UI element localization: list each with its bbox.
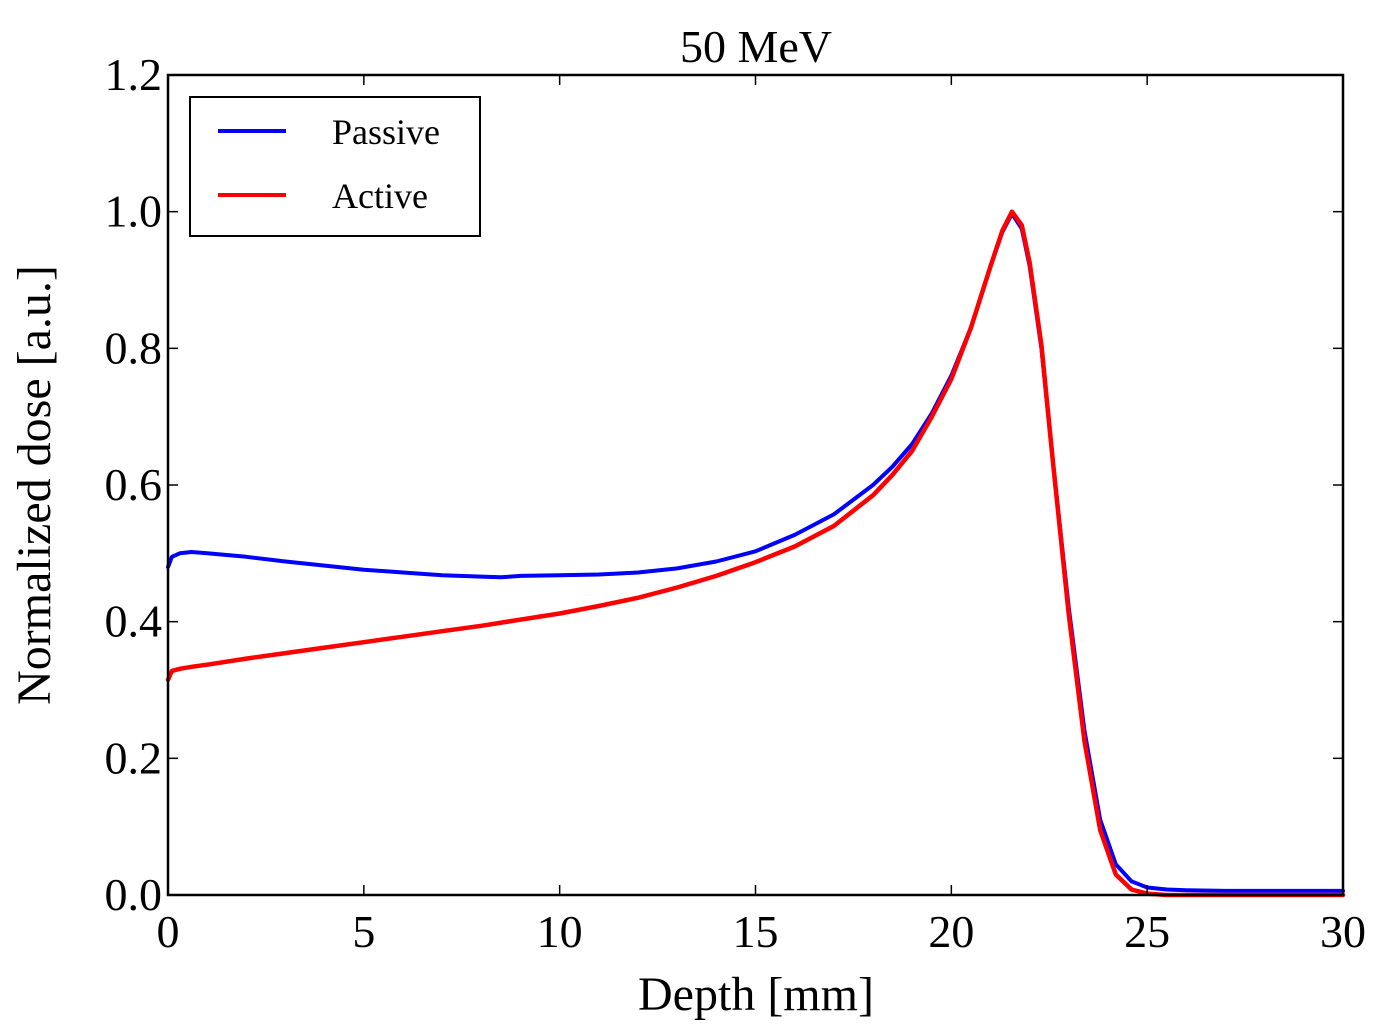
y-tick-label: 0.4	[105, 596, 163, 647]
y-tick-label: 1.2	[105, 49, 163, 100]
x-tick-label: 5	[352, 906, 375, 957]
x-tick-label: 10	[537, 906, 583, 957]
x-axis-label: Depth [mm]	[638, 968, 874, 1021]
x-tick-label: 20	[928, 906, 974, 957]
chart-title: 50 MeV	[680, 21, 832, 72]
x-tick-label: 30	[1320, 906, 1366, 957]
legend-box	[189, 96, 481, 237]
series-line-active	[165, 209, 1346, 898]
legend-label-active: Active	[332, 176, 428, 216]
legend-label-passive: Passive	[332, 112, 440, 152]
x-tick-label: 15	[733, 906, 779, 957]
y-tick-label: 0.8	[105, 322, 163, 373]
y-axis: 0.0 0.2 0.4 0.6 0.8 1.0 1.2	[105, 49, 1343, 920]
x-tick-label: 0	[157, 906, 180, 957]
y-tick-label: 0.2	[105, 732, 163, 783]
y-tick-label: 0.0	[105, 869, 163, 920]
y-tick-label: 0.6	[105, 459, 163, 510]
y-axis-label: Normalized dose [a.u.]	[8, 265, 61, 705]
x-axis: 0 5 10 15 20 25 30	[157, 75, 1366, 957]
series-layer	[165, 209, 1346, 898]
x-tick-label: 25	[1124, 906, 1170, 957]
legend: Passive Active	[189, 96, 481, 237]
y-tick-label: 1.0	[105, 186, 163, 237]
series-line-passive	[166, 211, 1345, 893]
